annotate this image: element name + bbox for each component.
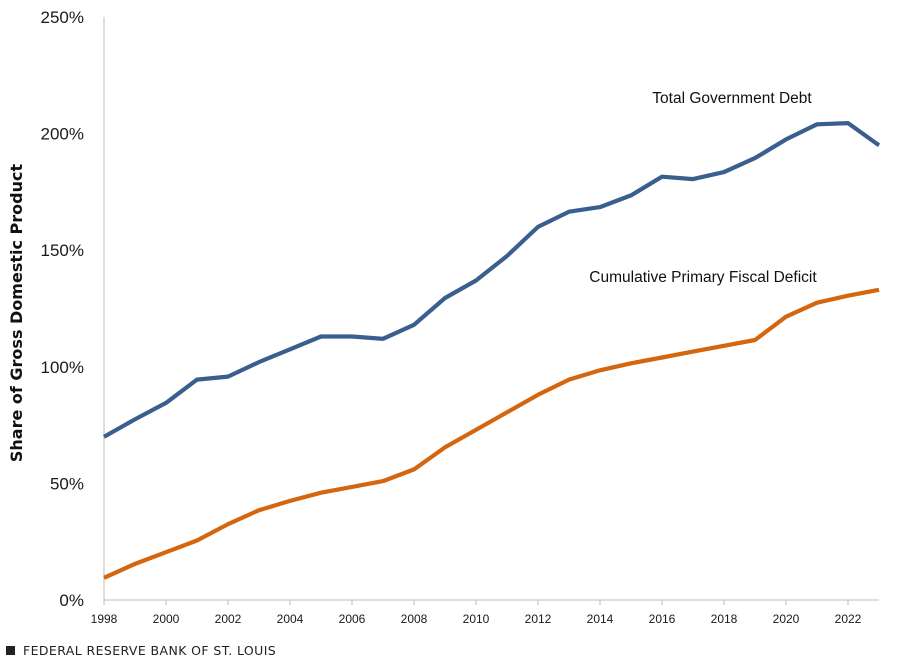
x-tick-label: 2010 bbox=[463, 612, 490, 626]
x-tick-label: 2020 bbox=[773, 612, 800, 626]
footer-square-icon bbox=[6, 646, 15, 655]
total-debt-line bbox=[102, 120, 881, 439]
x-tick-label: 2006 bbox=[339, 612, 366, 626]
x-tick-label: 2014 bbox=[587, 612, 614, 626]
footer-source-text: FEDERAL RESERVE BANK OF ST. LOUIS bbox=[23, 643, 277, 658]
x-tick-label: 2000 bbox=[153, 612, 180, 626]
x-tick-label: 2004 bbox=[277, 612, 304, 626]
x-tick-label: 2022 bbox=[835, 612, 862, 626]
y-tick-label: 50% bbox=[50, 474, 84, 493]
primary-deficit-label: Cumulative Primary Fiscal Deficit bbox=[589, 269, 817, 286]
source-footer: FEDERAL RESERVE BANK OF ST. LOUIS bbox=[6, 643, 276, 658]
y-axis-label: Share of Gross Domestic Product bbox=[7, 164, 26, 463]
x-tick-label: 2016 bbox=[649, 612, 676, 626]
x-tick-label: 2008 bbox=[401, 612, 428, 626]
y-tick-label: 250% bbox=[41, 8, 84, 27]
y-tick-label: 150% bbox=[41, 241, 84, 260]
chart-series bbox=[102, 120, 881, 580]
line-chart: 0% 50% 100% 150% 200% 250% 1998 2000 2002 2004 200… bbox=[7, 8, 881, 626]
x-tick-label: 2018 bbox=[711, 612, 738, 626]
primary-deficit-line bbox=[103, 287, 880, 580]
total-debt-label: Total Government Debt bbox=[652, 90, 812, 107]
y-tick-label: 200% bbox=[41, 125, 84, 144]
x-tick-label: 2002 bbox=[215, 612, 242, 626]
chart-axes: 0% 50% 100% 150% 200% 250% 1998 2000 2002 2004 200… bbox=[41, 8, 879, 626]
y-tick-label: 0% bbox=[59, 591, 84, 610]
y-tick-label: 100% bbox=[41, 358, 84, 377]
x-tick-label: 2012 bbox=[525, 612, 552, 626]
x-tick-label: 1998 bbox=[91, 612, 118, 626]
chart-series-labels: Total Government Debt Cumulative Primary … bbox=[589, 90, 817, 286]
